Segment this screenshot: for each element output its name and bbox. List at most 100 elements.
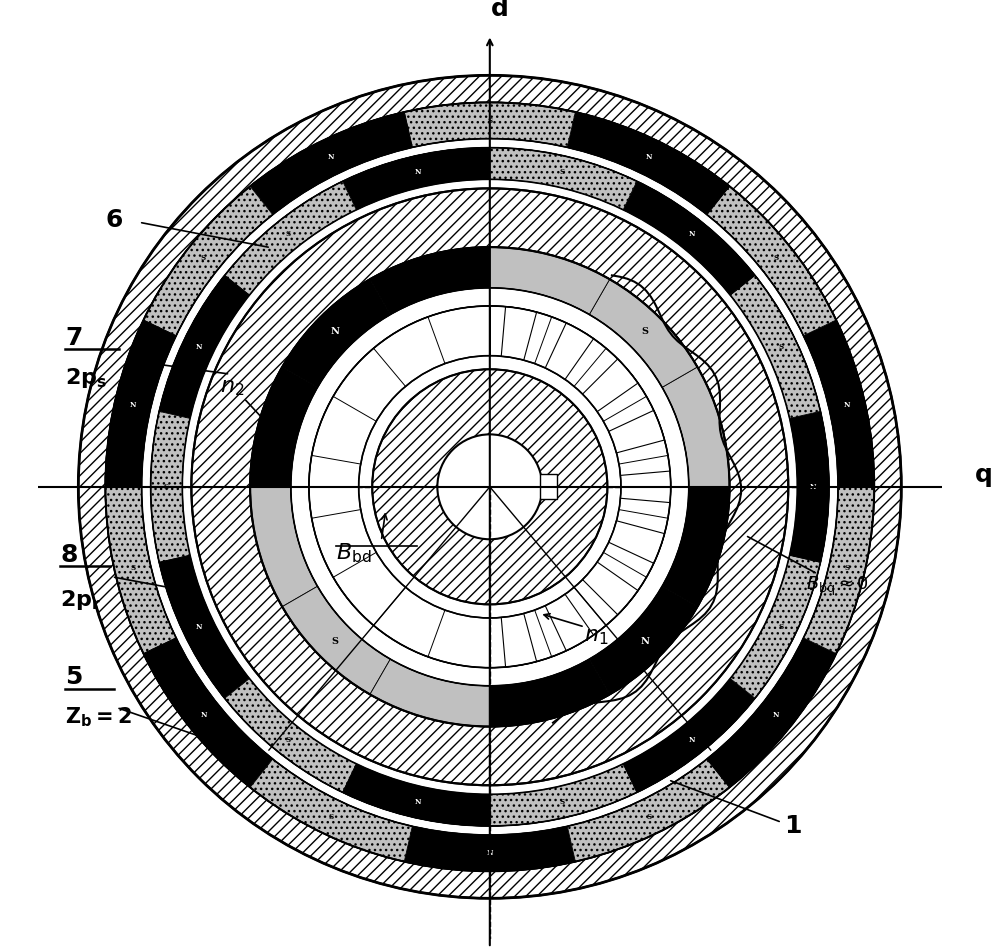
Text: S: S <box>844 564 849 572</box>
Wedge shape <box>804 487 874 653</box>
Wedge shape <box>225 679 356 793</box>
Text: $\mathbf{d}$: $\mathbf{d}$ <box>490 0 508 21</box>
Text: $\mathbf{1}$: $\mathbf{1}$ <box>784 814 802 838</box>
Text: N: N <box>773 711 779 719</box>
Text: $\mathbf{6}$: $\mathbf{6}$ <box>105 208 123 232</box>
Wedge shape <box>404 827 575 871</box>
Text: N: N <box>688 230 695 238</box>
Wedge shape <box>589 586 697 694</box>
Wedge shape <box>159 555 249 698</box>
Text: $\mathbf{q}$: $\mathbf{q}$ <box>974 466 991 490</box>
Wedge shape <box>105 320 176 487</box>
Wedge shape <box>282 279 390 387</box>
Wedge shape <box>142 138 838 835</box>
Text: N: N <box>415 798 421 806</box>
Wedge shape <box>490 148 637 210</box>
Wedge shape <box>490 764 637 826</box>
Wedge shape <box>501 307 537 360</box>
Wedge shape <box>291 288 689 686</box>
Text: N: N <box>844 402 850 409</box>
Wedge shape <box>250 487 318 607</box>
Wedge shape <box>144 187 273 336</box>
Text: $\mathbf{2p_r}$: $\mathbf{2p_r}$ <box>60 588 101 612</box>
Wedge shape <box>609 410 665 453</box>
Text: S: S <box>286 230 291 238</box>
Text: S: S <box>641 328 648 336</box>
Text: S: S <box>559 168 564 175</box>
Wedge shape <box>545 323 594 380</box>
Wedge shape <box>309 306 671 668</box>
Wedge shape <box>623 679 755 793</box>
Wedge shape <box>567 759 729 862</box>
Text: N: N <box>328 152 334 161</box>
Wedge shape <box>225 181 356 295</box>
Text: S: S <box>164 483 169 491</box>
Text: S: S <box>331 637 338 647</box>
Text: S: S <box>328 813 333 821</box>
Wedge shape <box>370 247 490 314</box>
Text: S: S <box>646 813 651 821</box>
Wedge shape <box>151 411 190 563</box>
Wedge shape <box>707 638 836 787</box>
Wedge shape <box>583 359 638 412</box>
Wedge shape <box>567 112 729 215</box>
Wedge shape <box>250 759 412 862</box>
Wedge shape <box>790 411 829 563</box>
Wedge shape <box>662 487 729 607</box>
Text: N: N <box>200 711 207 719</box>
Text: $n_1$: $n_1$ <box>584 625 609 647</box>
Text: N: N <box>646 152 652 161</box>
Text: N: N <box>640 637 649 647</box>
Text: $B_{\mathrm{bd}}$: $B_{\mathrm{bd}}$ <box>336 541 372 564</box>
Wedge shape <box>105 487 176 653</box>
Text: S: S <box>779 623 784 631</box>
Wedge shape <box>804 320 874 487</box>
Text: N: N <box>195 623 202 631</box>
Wedge shape <box>623 181 755 295</box>
Wedge shape <box>282 586 390 694</box>
Text: S: S <box>201 255 206 262</box>
Text: N: N <box>810 483 816 491</box>
Text: $\mathbf{8}$: $\mathbf{8}$ <box>60 543 78 566</box>
Wedge shape <box>404 102 575 148</box>
Wedge shape <box>609 521 665 563</box>
Wedge shape <box>707 187 836 336</box>
Text: $\mathbf{5}$: $\mathbf{5}$ <box>65 665 82 688</box>
Text: $\mathbf{2p_s}$: $\mathbf{2p_s}$ <box>65 366 107 390</box>
Text: $n_2$: $n_2$ <box>220 376 244 399</box>
Text: N: N <box>330 328 339 336</box>
Wedge shape <box>250 367 318 487</box>
Text: S: S <box>130 564 135 572</box>
Wedge shape <box>250 112 412 215</box>
Text: N: N <box>487 849 493 857</box>
Wedge shape <box>144 638 273 787</box>
Circle shape <box>372 369 607 604</box>
Text: S: S <box>779 343 784 350</box>
Wedge shape <box>730 276 820 419</box>
Text: N: N <box>415 168 421 175</box>
Text: N: N <box>688 736 695 743</box>
Wedge shape <box>730 555 820 698</box>
Text: $\mathbf{Z_b=2}$: $\mathbf{Z_b=2}$ <box>65 706 131 729</box>
Wedge shape <box>490 247 610 314</box>
Wedge shape <box>545 595 594 651</box>
Wedge shape <box>620 471 671 503</box>
Circle shape <box>437 435 542 539</box>
Wedge shape <box>191 188 788 785</box>
Text: $B_{\mathrm{bq}}\approx 0$: $B_{\mathrm{bq}}\approx 0$ <box>806 575 870 598</box>
Text: S: S <box>286 736 291 743</box>
Text: N: N <box>195 343 202 350</box>
Wedge shape <box>589 279 697 387</box>
Wedge shape <box>583 562 638 615</box>
Wedge shape <box>159 276 249 419</box>
Wedge shape <box>78 76 901 899</box>
Wedge shape <box>343 764 490 826</box>
Wedge shape <box>343 148 490 210</box>
Text: S: S <box>774 255 779 262</box>
Text: $\mathbf{7}$: $\mathbf{7}$ <box>65 326 82 349</box>
Wedge shape <box>490 659 610 726</box>
Text: S: S <box>487 116 492 125</box>
Bar <box>540 474 557 499</box>
Text: N: N <box>130 402 136 409</box>
Text: S: S <box>559 798 564 806</box>
